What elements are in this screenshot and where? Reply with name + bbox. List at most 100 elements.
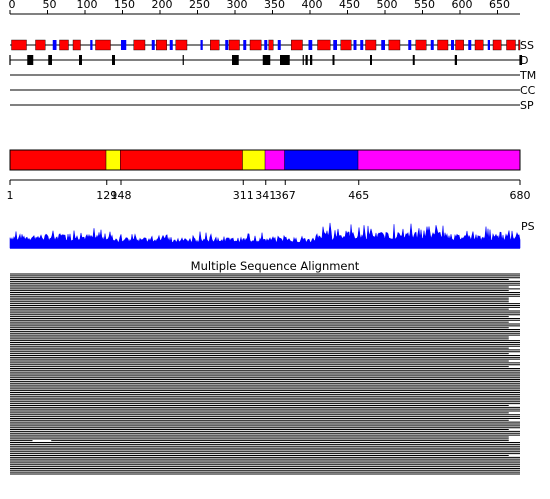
strand-segment bbox=[451, 40, 454, 50]
helix-segment bbox=[11, 39, 27, 51]
disorder-block bbox=[262, 55, 271, 65]
ruler-tick-label: 150 bbox=[114, 0, 135, 11]
domain-boundary-label: 129 bbox=[96, 189, 117, 202]
strand-segment bbox=[90, 40, 93, 50]
disorder-block bbox=[305, 55, 308, 65]
domain-boundary-label: 311 bbox=[233, 189, 254, 202]
helix-segment bbox=[474, 39, 484, 51]
ruler-tick-label: 550 bbox=[414, 0, 435, 11]
helix-segment bbox=[291, 39, 303, 51]
ruler-tick-label: 100 bbox=[77, 0, 98, 11]
disorder-tick bbox=[302, 55, 304, 65]
strand-segment bbox=[430, 40, 434, 50]
helix-segment bbox=[210, 39, 220, 51]
disorder-block bbox=[232, 55, 239, 65]
conservation-label: PS bbox=[521, 220, 535, 233]
secondary-structure-track bbox=[10, 39, 521, 51]
strand-segment bbox=[487, 40, 490, 50]
helix-segment bbox=[388, 39, 401, 51]
helix-segment bbox=[156, 39, 167, 51]
domain-segment bbox=[242, 149, 266, 171]
track-label-d: D bbox=[520, 54, 528, 67]
strand-segment bbox=[277, 40, 281, 50]
helix-segment bbox=[268, 39, 274, 51]
domain-architecture-bar bbox=[9, 149, 521, 171]
track-label-cc: CC bbox=[520, 84, 536, 97]
ruler-tick-label: 400 bbox=[302, 0, 323, 11]
domain-segment bbox=[357, 149, 521, 171]
helix-segment bbox=[415, 39, 427, 51]
ruler-tick-label: 650 bbox=[489, 0, 510, 11]
helix-segment bbox=[437, 39, 449, 51]
strand-segment bbox=[52, 40, 57, 50]
disorder-block bbox=[454, 55, 457, 65]
disorder-block bbox=[412, 55, 415, 65]
ruler-tick-label: 250 bbox=[189, 0, 210, 11]
strand-segment bbox=[360, 40, 364, 50]
helix-segment bbox=[518, 39, 521, 51]
position-ruler: 0 50 100 150 200 250 300 350 400 450 500 550 600 650 bbox=[9, 0, 520, 15]
track-label-sp: SP bbox=[520, 99, 534, 112]
domain-boundary-label: 1 bbox=[7, 189, 14, 202]
helix-segment bbox=[228, 39, 240, 51]
ruler-tick-label: 200 bbox=[152, 0, 173, 11]
domain-boundary-label: 148 bbox=[111, 189, 132, 202]
disorder-block bbox=[332, 55, 335, 65]
domain-segment bbox=[284, 149, 359, 171]
disorder-block bbox=[280, 55, 290, 65]
strand-segment bbox=[408, 40, 412, 50]
strand-segment bbox=[151, 40, 155, 50]
helix-segment bbox=[133, 39, 146, 51]
ruler-tick-label: 50 bbox=[43, 0, 57, 11]
track-label-ss: SS bbox=[520, 39, 534, 52]
helix-segment bbox=[35, 39, 46, 51]
ruler-tick-label: 350 bbox=[264, 0, 285, 11]
helix-segment bbox=[506, 39, 516, 51]
helix-segment bbox=[455, 39, 464, 51]
helix-segment bbox=[365, 39, 377, 51]
strand-segment bbox=[308, 40, 313, 50]
disorder-block bbox=[79, 55, 82, 65]
domain-boundary-label: 680 bbox=[510, 189, 531, 202]
domain-boundary-label: 465 bbox=[348, 189, 369, 202]
ruler-tick-label: 450 bbox=[339, 0, 360, 11]
strand-segment bbox=[200, 40, 203, 50]
conservation-profile bbox=[9, 222, 521, 249]
strand-segment bbox=[121, 40, 127, 50]
disorder-block bbox=[27, 55, 34, 65]
ruler-tick-label: 500 bbox=[377, 0, 398, 11]
disorder-track bbox=[9, 55, 522, 65]
strand-segment bbox=[264, 40, 268, 50]
domain-boundary-label: 341 bbox=[255, 189, 276, 202]
helix-segment bbox=[95, 39, 111, 51]
domain-segment bbox=[9, 149, 107, 171]
disorder-block bbox=[370, 55, 372, 65]
msa-block bbox=[10, 273, 520, 475]
helix-segment bbox=[175, 39, 188, 51]
ruler-tick-label: 600 bbox=[452, 0, 473, 11]
msa-title: Multiple Sequence Alignment bbox=[191, 259, 360, 273]
helix-segment bbox=[72, 39, 81, 51]
disorder-block bbox=[48, 55, 52, 65]
ruler-tick-label: 0 bbox=[9, 0, 16, 11]
helix-segment bbox=[492, 39, 502, 51]
domain-segment bbox=[120, 149, 244, 171]
helix-segment bbox=[317, 39, 331, 51]
conservation-area bbox=[9, 222, 521, 249]
strand-segment bbox=[353, 40, 357, 50]
helix-segment bbox=[340, 39, 352, 51]
strand-segment bbox=[225, 40, 229, 50]
track-label-tm: TM bbox=[519, 69, 536, 82]
disorder-block bbox=[310, 55, 313, 65]
helix-segment bbox=[249, 39, 262, 51]
helix-segment bbox=[59, 39, 69, 51]
disorder-tick bbox=[182, 55, 184, 65]
domain-bar-outline bbox=[9, 149, 521, 171]
domain-boundary-label: 367 bbox=[275, 189, 296, 202]
ruler-tick-label: 300 bbox=[227, 0, 248, 11]
strand-segment bbox=[169, 40, 173, 50]
strand-segment bbox=[243, 40, 247, 50]
strand-segment bbox=[468, 40, 472, 50]
domain-segment bbox=[264, 149, 286, 171]
